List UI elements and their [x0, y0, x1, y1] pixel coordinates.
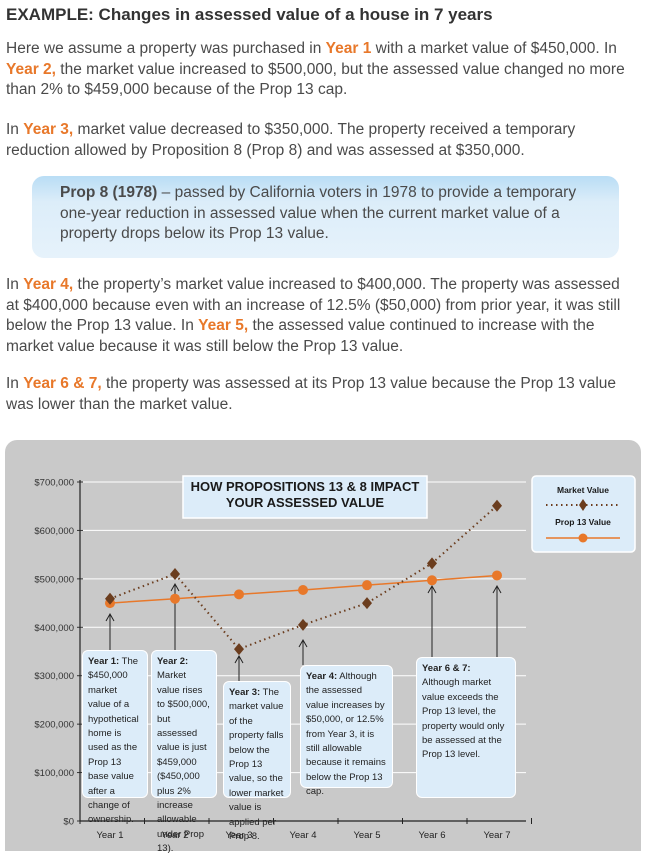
p4-text-1: In: [6, 375, 24, 392]
p2-text-1: In: [6, 121, 24, 138]
p3-text-1: In: [6, 276, 24, 293]
pointer-arrow-head: [298, 638, 308, 648]
x-tick-label: Year 2: [161, 830, 188, 841]
annotation-text: Although the assessed value increases by…: [306, 671, 386, 798]
prop-8-callout: [32, 176, 619, 258]
chart-title-line: HOW PROPOSITIONS 13 & 8 IMPACT: [191, 479, 420, 494]
market-value-point: [105, 592, 115, 605]
y-tick-label: $600,000: [34, 526, 74, 537]
annotation-text: The market value of the property falls b…: [229, 687, 284, 843]
p1-year-1: Year 1: [325, 40, 372, 57]
page-title: EXAMPLE: Changes in assessed value of a …: [6, 5, 493, 24]
legend-label-prop-13-value: Prop 13 Value: [555, 517, 611, 527]
x-tick-label: Year 1: [96, 830, 123, 841]
prop-13-value-point: [170, 593, 180, 604]
p1-text-1: Here we assume a property was purchased …: [6, 40, 326, 57]
paragraph-year-6-7: In Year 6 & 7, the property was assessed…: [6, 374, 636, 415]
y-tick-label: $400,000: [34, 623, 74, 634]
x-tick-label: Year 5: [353, 830, 380, 841]
annotation-text: The $450,000 market value of a hypotheti…: [88, 656, 139, 826]
pointer-arrow-head: [234, 654, 244, 664]
annotation-text: Market value rises to $500,000, but asse…: [157, 670, 210, 855]
p4-year-6-7: Year 6 & 7,: [23, 375, 102, 392]
pointer-arrow-head: [427, 584, 437, 594]
legend-box: [531, 475, 636, 553]
annotation-title: Year 4:: [306, 671, 338, 682]
y-tick-label: $0: [63, 817, 74, 828]
prop-8-callout-text: Prop 8 (1978) – passed by California vot…: [60, 183, 600, 245]
callout-term: Prop 8 (1978): [60, 184, 158, 201]
annotation-text: Although market value exceeds the Prop 1…: [422, 677, 505, 761]
paragraph-year-1-2: Here we assume a property was purchased …: [6, 39, 636, 101]
p3-year-4: Year 4,: [23, 276, 74, 293]
annotation-title: Year 3:: [229, 687, 261, 698]
market-value-point: [234, 643, 244, 656]
legend-label-market-value: Market Value: [557, 485, 609, 495]
annotation-title: Year 1:: [88, 656, 120, 667]
legend-marker-prop-13-value: [578, 533, 588, 543]
p2-year-3: Year 3,: [23, 121, 74, 138]
market-value-point: [492, 499, 502, 512]
p3-year-5: Year 5,: [198, 317, 249, 334]
annotation-title: Year 2:: [157, 656, 189, 667]
market-value-point: [298, 618, 308, 631]
chart-title-box: [182, 475, 428, 519]
annotation-box: Year 4: Although the assessed value incr…: [300, 665, 393, 797]
p1-year-2: Year 2,: [6, 60, 56, 78]
annotation-title: Year 6 & 7:: [422, 663, 471, 674]
x-tick-label: Year 4: [289, 830, 316, 841]
annotation-box: Year 2: Market value rises to $500,000, …: [151, 650, 217, 854]
market-value-point: [427, 557, 437, 570]
p4-text-2: the property was assessed at its Prop 13…: [6, 375, 617, 413]
x-tick-label: Year 3: [225, 830, 252, 841]
p3-text-2: the property’s market value increased to…: [6, 276, 621, 334]
pointer-arrow-head: [170, 582, 180, 592]
y-tick-label: $200,000: [34, 720, 74, 731]
legend-marker-market-value: [579, 499, 587, 511]
y-tick-label: $100,000: [34, 768, 74, 779]
y-tick-label: $500,000: [34, 574, 74, 585]
y-tick-label: $700,000: [34, 478, 74, 489]
prop-13-value-point: [234, 589, 244, 600]
market-value-point: [170, 568, 180, 581]
y-tick-label: $300,000: [34, 671, 74, 682]
paragraph-year-3: In Year 3, market value decreased to $35…: [6, 120, 636, 161]
p1-text-2: with a market value of $450,000. In: [371, 40, 617, 57]
prop-13-value-point: [427, 575, 437, 586]
prop-13-value-point: [298, 584, 308, 595]
pointer-arrow-head: [492, 584, 502, 594]
p3-text-3: the assessed value continued to increase…: [6, 317, 595, 355]
pointer-arrow-head: [105, 612, 115, 622]
chart-title-line: YOUR ASSESSED VALUE: [226, 495, 385, 510]
paragraph-year-4-5: In Year 4, the property’s market value i…: [6, 275, 636, 357]
p2-text-2: market value decreased to $350,000. The …: [6, 121, 576, 159]
prop-13-value-point: [492, 570, 502, 581]
annotation-box: Year 1: The $450,000 market value of a h…: [82, 650, 148, 825]
market-value-point: [362, 597, 372, 610]
x-tick-label: Year 7: [483, 830, 510, 841]
annotation-box: Year 6 & 7: Although market value exceed…: [416, 657, 516, 798]
callout-definition: – passed by California voters in 1978 to…: [60, 184, 577, 242]
p1-text-3: the market value increased to $500,000, …: [6, 60, 625, 99]
prop-13-value-point: [362, 580, 372, 591]
annotation-box: Year 3: The market value of the property…: [223, 681, 291, 842]
x-tick-label: Year 6: [418, 830, 445, 841]
